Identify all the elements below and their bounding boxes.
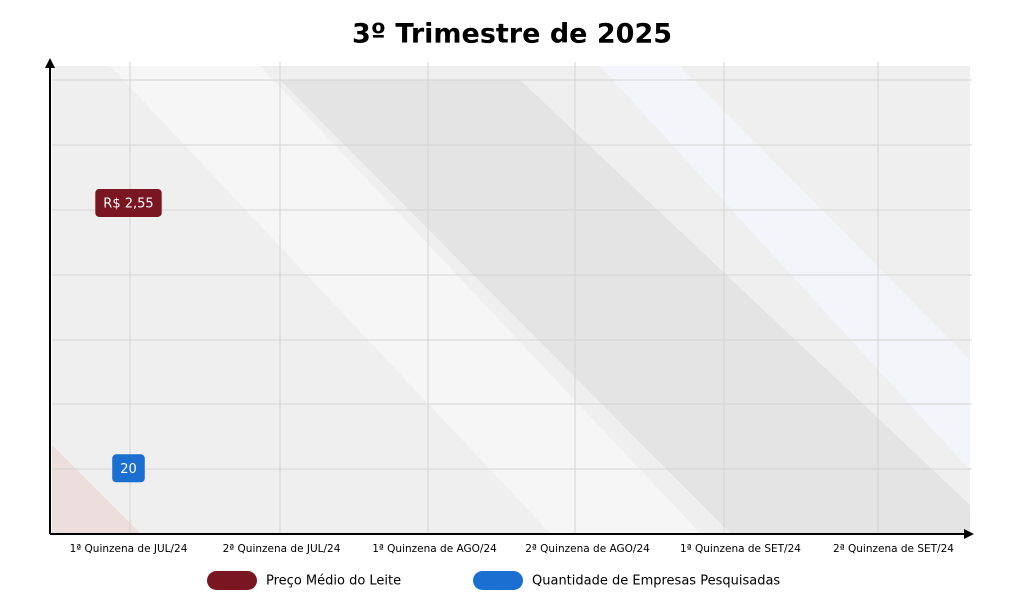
x-tick-label: 2ª Quinzena de JUL/24 (223, 543, 341, 555)
data-label: 20 (112, 454, 145, 483)
axes (45, 58, 974, 539)
x-tick-label: 1ª Quinzena de JUL/24 (70, 543, 188, 555)
legend-swatch (207, 571, 257, 590)
x-tick-label: 2ª Quinzena de AGO/24 (525, 543, 650, 555)
data-point (95, 188, 162, 217)
data-label-text: R$ 2,55 (103, 196, 153, 211)
x-tick-label: 2ª Quinzena de SET/24 (833, 543, 954, 555)
legend-swatch (473, 571, 523, 590)
x-tick-label: 1ª Quinzena de AGO/24 (372, 543, 497, 555)
data-label: R$ 2,55 (95, 188, 162, 217)
legend-label: Preço Médio do Leite (266, 574, 401, 589)
data-label-text: 20 (120, 462, 137, 477)
background (52, 66, 970, 533)
x-tick-label: 1ª Quinzena de SET/24 (680, 543, 801, 555)
legend-label: Quantidade de Empresas Pesquisadas (532, 574, 780, 589)
chart-title: 3º Trimestre de 2025 (352, 19, 672, 50)
grid (52, 62, 972, 533)
data-point (112, 454, 145, 483)
